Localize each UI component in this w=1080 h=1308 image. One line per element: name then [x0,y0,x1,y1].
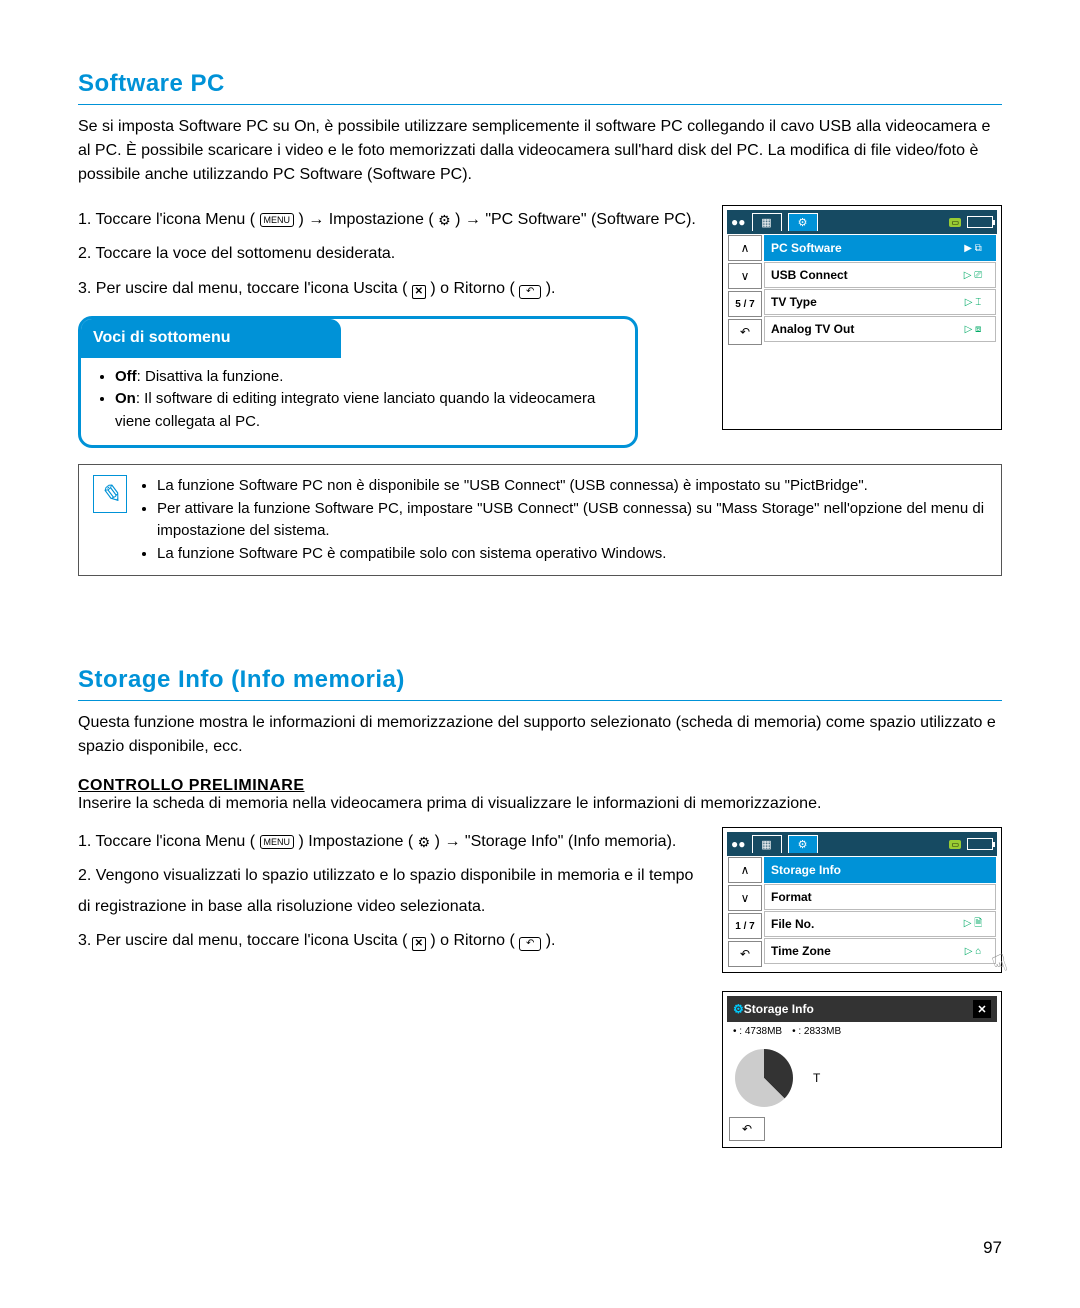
page-number: 97 [78,1238,1002,1258]
menu-row[interactable]: File No.▷ 🗎 [764,911,996,937]
free-value: : 2833MB [792,1026,841,1037]
s2-step3b: ) o Ritorno ( [430,932,514,949]
step3b: ) o Ritorno ( [430,280,514,297]
menu-row[interactable]: Time Zone▷ ⌂ [764,938,996,964]
tab-media-icon: ▦ [752,835,782,853]
step1c: ) → "PC Software" (Software PC). [455,211,696,228]
lcd1-topbar: ●● ▦ ⚙ ▭ [727,210,997,234]
return-icon: ↶ [519,285,541,299]
step3a: 3. Per uscire dal menu, toccare l'icona … [78,280,407,297]
note2: Per attivare la funzione Software PC, im… [157,498,987,543]
precheck-text: Inserire la scheda di memoria nella vide… [78,795,1002,813]
back-button[interactable]: ↶ [728,319,762,345]
intro-1: Se si imposta Software PC su On, è possi… [78,115,1002,187]
steps-1: 1. Toccare l'icona Menu ( MENU ) → Impos… [78,205,702,448]
rec-icon: ●● [731,837,746,851]
s2-step1c: ) → "Storage Info" (Info memoria). [435,833,677,850]
exit-icon: ✕ [412,937,426,951]
popout-title: Storage Info [744,1002,814,1016]
menu-row[interactable]: PC Software▶ ⧉ [764,235,996,261]
tab-media-icon: ▦ [752,213,782,231]
step2: 2. Toccare la voce del sottomenu desider… [78,239,702,269]
lcd2-topbar: ●● ▦ ⚙ ▭ [727,832,997,856]
up-button[interactable]: ∧ [728,235,762,261]
right-col-2: ●● ▦ ⚙ ▭ ∧ ∨ 1 / 7 ↶ S [722,827,1002,1148]
menu-row[interactable]: USB Connect▷ ⎚ [764,262,996,288]
intro-2: Questa funzione mostra le informazioni d… [78,711,1002,759]
gear-icon [418,833,431,850]
s2-step1a: 1. Toccare l'icona Menu ( [78,833,255,850]
s2-step3a: 3. Per uscire dal menu, toccare l'icona … [78,932,407,949]
steps-2: 1. Toccare l'icona Menu ( MENU ) Imposta… [78,827,702,1148]
pager-2: 1 / 7 [728,913,762,939]
submenu-off: Off: Disattiva la funzione. [115,366,619,389]
rec-icon: ●● [731,215,746,229]
note1: La funzione Software PC non è disponibil… [157,475,987,498]
heading-software-pc: Software PC [78,70,1002,105]
card-icon: ▭ [949,218,961,227]
submenu-box: Voci di sottomenu Off: Disattiva la funz… [78,316,638,448]
hand-pointer-icon: ☟ [989,948,1013,980]
pager-1: 5 / 7 [728,291,762,317]
step3c: ). [546,280,556,297]
up-button[interactable]: ∧ [728,857,762,883]
s2-step1b: ) Impostazione ( [298,833,413,850]
lcd2-rows: Storage InfoFormatFile No.▷ 🗎Time Zone▷ … [763,856,997,968]
popout-letter: T [813,1071,820,1085]
note-icon: ✎ [93,475,127,513]
lcd-screen-2: ●● ▦ ⚙ ▭ ∧ ∨ 1 / 7 ↶ S [722,827,1002,973]
s2-step3c: ). [546,932,556,949]
gear-icon [438,211,451,228]
section-storage-info: Storage Info (Info memoria) Questa funzi… [78,666,1002,1148]
back-button[interactable]: ↶ [729,1117,765,1141]
menu-icon: MENU [260,213,295,227]
tab-gear-icon: ⚙ [788,835,818,853]
exit-icon: ✕ [412,285,426,299]
s2-step2: 2. Vengono visualizzati lo spazio utiliz… [78,861,702,922]
step1a: 1. Toccare l'icona Menu ( [78,211,255,228]
precheck-heading: CONTROLLO PRELIMINARE [78,777,1002,795]
down-button[interactable]: ∨ [728,263,762,289]
lcd-screen-1: ●● ▦ ⚙ ▭ ∧ ∨ 5 / 7 ↶ PC Software▶ ⧉USB C… [722,205,1002,430]
note3: La funzione Software PC è compatibile so… [157,543,987,566]
menu-row[interactable]: Format [764,884,996,910]
storage-info-popout: ⚙ Storage Info ✕ : 4738MB : 2833MB T ↶ [722,991,1002,1148]
menu-row[interactable]: Analog TV Out▷ ⧈ [764,316,996,342]
back-button[interactable]: ↶ [728,941,762,967]
down-button[interactable]: ∨ [728,885,762,911]
submenu-on: On: Il software di editing integrato vie… [115,388,619,433]
section-software-pc: Software PC Se si imposta Software PC su… [78,70,1002,576]
gear-icon: ⚙ [733,1002,744,1016]
pie-chart-icon [735,1049,793,1107]
close-icon[interactable]: ✕ [973,1000,991,1018]
lcd1-rows: PC Software▶ ⧉USB Connect▷ ⎚TV Type▷ ⌶An… [763,234,997,346]
menu-icon: MENU [260,835,295,849]
card-icon: ▭ [949,840,961,849]
submenu-title: Voci di sottomenu [81,319,341,357]
battery-icon [967,216,993,228]
step1b: ) → Impostazione ( [298,211,433,228]
battery-icon [967,838,993,850]
used-value: : 4738MB [733,1026,782,1037]
menu-row[interactable]: Storage Info [764,857,996,883]
note-box-1: ✎ La funzione Software PC non è disponib… [78,464,1002,576]
return-icon: ↶ [519,937,541,951]
heading-storage: Storage Info (Info memoria) [78,666,1002,701]
menu-row[interactable]: TV Type▷ ⌶ [764,289,996,315]
tab-gear-icon: ⚙ [788,213,818,231]
